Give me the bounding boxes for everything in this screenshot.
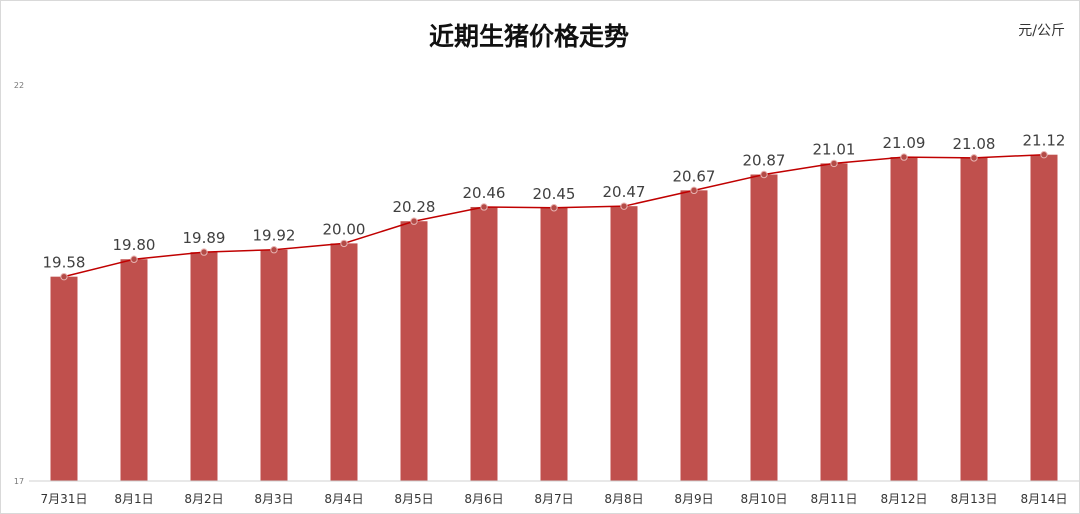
unit-label: 元/公斤: [1018, 23, 1065, 39]
chart-title: 近期生猪价格走势: [429, 22, 629, 51]
data-label: 20.00: [323, 220, 366, 238]
bar: [820, 163, 848, 481]
data-label: 21.09: [883, 134, 926, 152]
x-tick-label: 8月2日: [184, 492, 223, 506]
trend-marker: [900, 153, 908, 161]
x-tick-label: 8月7日: [534, 492, 573, 506]
trend-marker: [690, 186, 698, 195]
trend-marker: [1040, 150, 1048, 159]
y-tick-label: 17: [14, 477, 24, 486]
data-label: 21.08: [953, 135, 996, 153]
data-label: 21.01: [813, 140, 856, 158]
trend-marker: [270, 246, 278, 254]
x-tick-label: 8月12日: [881, 492, 928, 506]
y-tick-label: 22: [14, 81, 24, 90]
trend-marker: [830, 159, 838, 168]
trend-marker: [130, 255, 138, 263]
x-tick-label: 8月5日: [394, 492, 433, 506]
bar: [890, 157, 918, 481]
bar: [190, 252, 218, 481]
data-label: 20.45: [533, 185, 576, 203]
trend-marker: [340, 239, 348, 248]
data-label: 20.67: [673, 167, 716, 185]
data-label: 19.58: [43, 254, 86, 272]
data-label: 19.80: [113, 236, 156, 254]
bars: [50, 154, 1058, 482]
bar: [1030, 154, 1058, 482]
x-tick-label: 8月9日: [674, 492, 713, 506]
x-tick-label: 8月8日: [604, 492, 643, 506]
bar: [750, 174, 778, 481]
x-tick-label: 8月13日: [951, 492, 998, 506]
data-labels: 19.58 19.80 19.89 19.92 20.00 20.28 20.46 20.45…: [43, 132, 1066, 272]
data-label: 20.47: [603, 183, 646, 201]
bar: [330, 243, 358, 481]
trend-marker: [550, 204, 558, 212]
data-label: 21.12: [1023, 132, 1066, 150]
trend-marker: [760, 170, 768, 179]
x-tick-label: 7月31日: [41, 492, 88, 506]
trend-marker: [480, 203, 488, 211]
bar: [470, 206, 498, 481]
data-label: 19.92: [253, 227, 296, 245]
x-tick-label: 8月11日: [811, 492, 858, 506]
trend-marker: [970, 154, 978, 162]
x-tick-label: 8月1日: [114, 492, 153, 506]
bar: [400, 221, 428, 481]
x-tick-label: 8月14日: [1021, 492, 1068, 506]
trend-marker: [200, 248, 208, 256]
data-label: 20.28: [393, 198, 436, 216]
x-tick-label: 8月10日: [741, 492, 788, 506]
bar: [50, 276, 78, 481]
data-label: 20.87: [743, 151, 786, 169]
bar: [960, 157, 988, 481]
x-tick-label: 8月3日: [254, 492, 293, 506]
bar: [610, 206, 638, 481]
trend-marker: [60, 272, 68, 281]
trend-marker: [620, 202, 628, 210]
x-tick-label: 8月4日: [324, 492, 363, 506]
x-axis: 7月31日 8月1日 8月2日 8月3日 8月4日 8月5日 8月6日 8月7日 8月8日 8月9…: [29, 480, 1079, 506]
bar: [120, 259, 148, 481]
bar: [260, 249, 288, 481]
data-label: 19.89: [183, 229, 226, 247]
data-label: 20.46: [463, 184, 506, 202]
bar: [680, 190, 708, 481]
x-tick-label: 8月6日: [464, 492, 503, 506]
trend-line-group: [60, 150, 1048, 281]
bar: [540, 207, 568, 481]
trend-marker: [410, 217, 418, 225]
